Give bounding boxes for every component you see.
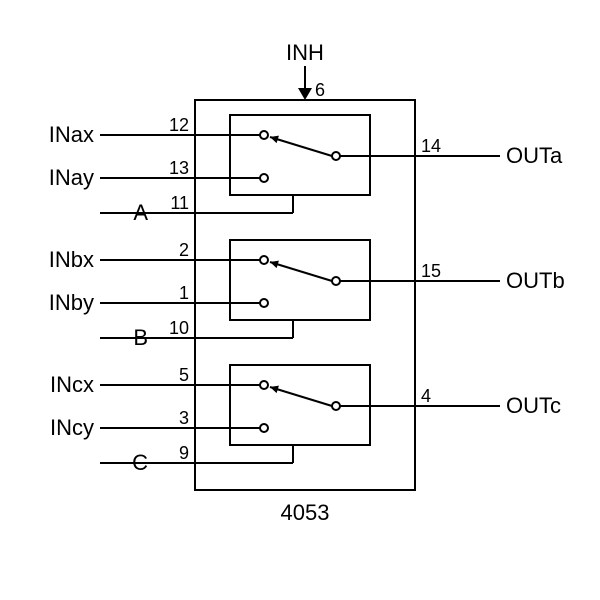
pin-inx-0: 12: [169, 115, 189, 135]
label-sel-0: A: [133, 200, 148, 225]
label-inx-2: INcx: [50, 372, 94, 397]
pin-sel-0: 11: [170, 193, 189, 213]
pin-sel-1: 10: [169, 318, 189, 338]
label-inx-0: INax: [49, 122, 94, 147]
inh-pin-number: 6: [315, 80, 325, 100]
inh-label: INH: [286, 40, 324, 65]
inh-arrowhead: [298, 88, 312, 100]
terminal-iny-2: [260, 424, 268, 432]
terminal-out-1: [332, 277, 340, 285]
label-iny-2: INcy: [50, 415, 94, 440]
wiper-0: [270, 137, 332, 156]
pin-out-0: 14: [421, 136, 441, 156]
terminal-inx-1: [260, 256, 268, 264]
pin-out-2: 4: [421, 386, 431, 406]
label-inx-1: INbx: [49, 247, 94, 272]
terminal-inx-2: [260, 381, 268, 389]
terminal-inx-0: [260, 131, 268, 139]
label-out-1: OUTb: [506, 268, 565, 293]
label-sel-1: B: [133, 325, 148, 350]
pin-sel-2: 9: [179, 443, 189, 463]
label-iny-1: INby: [49, 290, 94, 315]
pin-iny-2: 3: [179, 408, 189, 428]
pin-inx-1: 2: [179, 240, 189, 260]
pin-iny-0: 13: [169, 158, 189, 178]
wiper-2: [270, 387, 332, 406]
chip-outline: [195, 100, 415, 490]
pin-inx-2: 5: [179, 365, 189, 385]
pin-iny-1: 1: [179, 283, 189, 303]
label-iny-0: INay: [49, 165, 94, 190]
terminal-out-2: [332, 402, 340, 410]
label-out-2: OUTc: [506, 393, 561, 418]
label-out-0: OUTa: [506, 143, 563, 168]
pin-out-1: 15: [421, 261, 441, 281]
terminal-iny-1: [260, 299, 268, 307]
label-sel-2: C: [132, 450, 148, 475]
terminal-iny-0: [260, 174, 268, 182]
wiper-1: [270, 262, 332, 281]
part-number: 4053: [281, 500, 330, 525]
terminal-out-0: [332, 152, 340, 160]
